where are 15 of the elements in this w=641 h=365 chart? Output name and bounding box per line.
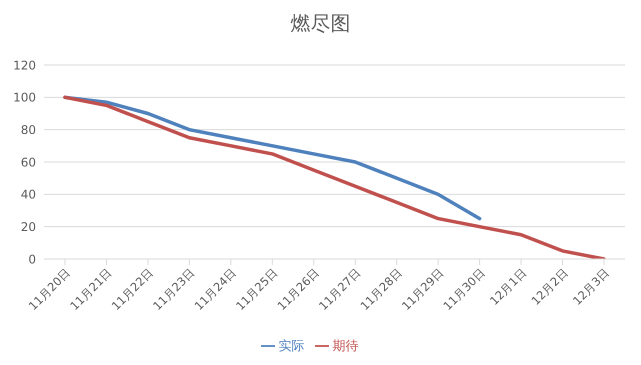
y-tick-label: 40 <box>20 188 36 202</box>
line-series <box>63 96 482 220</box>
y-tick-label: 20 <box>20 220 36 234</box>
line-series <box>63 96 606 259</box>
y-tick-label: 100 <box>13 90 36 105</box>
y-tick-label: 60 <box>20 155 36 170</box>
legend-label: 实际 <box>278 339 304 354</box>
y-tick-label: 120 <box>13 58 36 72</box>
y-tick-label: 80 <box>20 122 36 137</box>
x-tick-label: 12月1日 <box>487 265 530 308</box>
x-tick-label: 12月2日 <box>528 265 571 308</box>
x-tick-label: 12月3日 <box>570 265 612 308</box>
y-tick-label: 0 <box>28 252 36 266</box>
chart-title: 燃尽图 <box>290 10 352 37</box>
legend-label: 期待 <box>332 339 358 354</box>
